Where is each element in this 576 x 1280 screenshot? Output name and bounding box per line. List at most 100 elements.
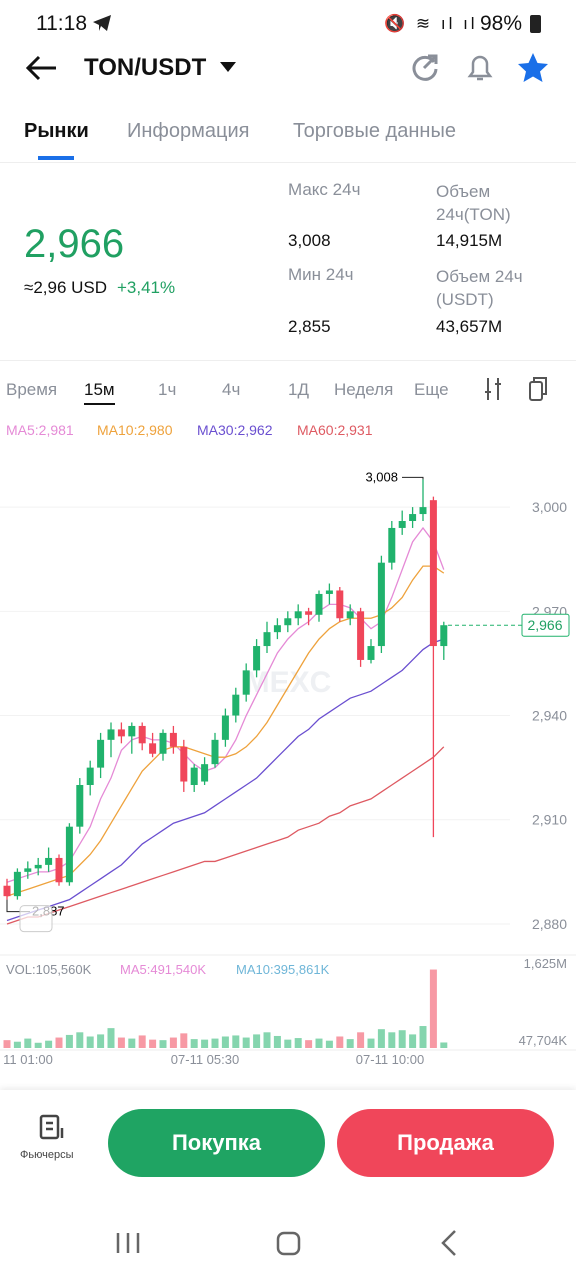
interval[interactable]: Время [6,380,58,399]
volume-bar [45,1040,53,1048]
candle-body [3,885,11,897]
interval[interactable]: 15м [84,380,115,405]
volume-tick-label: 1,625M [524,956,567,971]
volume-bar [97,1034,105,1048]
volume-bar [149,1039,157,1048]
candle-body [284,618,292,626]
stat-value: 2,855 [288,317,331,336]
ma-legend: MA30:2,962 [197,422,273,438]
volume-bar [284,1039,292,1048]
ma-legend: MA5:2,981 [6,422,74,438]
candle-body [232,694,240,716]
candle-body [440,625,448,647]
interval[interactable]: Неделя [334,380,394,399]
volume-bar [169,1037,177,1048]
status-icons: 🔇 ≋ ıl ıl [384,14,478,33]
y-tick-label: 2,880 [532,916,567,932]
volume-bar [367,1038,375,1048]
interval[interactable]: 1ч [158,380,177,399]
candle-body [419,507,427,515]
tab[interactable]: Торговые данные [293,120,456,142]
battery: 98% [480,12,523,35]
candle-body [242,670,250,695]
volume-bar [86,1036,94,1048]
volume-bar [419,1026,427,1048]
stat-label: Мин 24ч [288,265,354,284]
volume-bar [221,1036,229,1048]
volume-bar [315,1038,323,1048]
volume-bar [440,1042,448,1048]
candle-body [138,725,146,744]
interval[interactable]: 4ч [222,380,241,399]
share-icon[interactable] [410,52,440,82]
volume-bar [388,1032,396,1048]
candle-body [128,725,136,737]
volume-bar [107,1028,115,1048]
dropdown-icon[interactable] [220,62,236,74]
volume-bar [325,1040,333,1048]
interval[interactable]: 1Д [288,380,309,399]
ma-line [6,565,445,897]
interval[interactable]: Еще [414,380,449,399]
volume-bar [138,1035,146,1048]
volume-bar [398,1030,406,1048]
volume-bar [65,1034,73,1048]
candle-body [86,767,94,785]
volume-bar [3,1040,11,1048]
volume-bar [201,1039,209,1048]
volume-bar [232,1035,240,1048]
zoom-button [19,905,53,933]
divider [0,360,576,361]
usd-price: ≈2,96 USD [24,278,108,297]
volume-bar [294,1038,302,1048]
last-price: 2,966 [24,222,125,266]
sell-button[interactable]: Продажа [337,1109,554,1177]
volume-bar [429,969,437,1048]
stat-value: 3,008 [288,231,331,250]
volume-bar [336,1036,344,1048]
candle-body [211,739,219,765]
ma-legend: MA10:2,980 [97,422,173,438]
volume-bar [128,1038,136,1048]
candle-body [190,767,198,785]
candle-body [97,739,105,768]
pair-title[interactable]: TON/USDT [84,54,207,81]
ma-legend: MA60:2,931 [297,422,373,438]
volume-bar [55,1037,63,1048]
candle-body [117,729,125,737]
futures-label[interactable]: Фьючерсы [20,1149,74,1161]
buy-button[interactable]: Покупка [108,1109,325,1177]
tab[interactable]: Информация [127,120,250,142]
candle-body [221,715,229,740]
chart-tools[interactable] [484,376,554,402]
y-tick-label: 3,000 [532,499,567,515]
tab[interactable]: Рынки [24,120,89,142]
candle-body [409,514,417,521]
x-tick-label: 07-11 05:30 [171,1052,239,1067]
volume-tick-label: 47,704K [519,1033,568,1048]
volume-bar [377,1029,385,1048]
back-button[interactable] [24,54,60,82]
candle-body [346,611,354,619]
stat-label: Объем 24ч (USDT) [436,267,523,309]
x-tick-label: 07-11 10:00 [356,1052,424,1067]
bell-icon[interactable] [466,52,494,84]
volume-bar [24,1038,32,1048]
volume-legend: VOL:105,560K [6,962,92,977]
candlestick-chart: MA5:2,981 MA10:2,980 MA30:2,962 MA60:2,931 3… [0,422,576,1100]
candle-body [273,625,281,633]
clock: 11:18 [36,12,87,35]
futures-icon[interactable] [38,1114,68,1142]
last-price-label: 2,966 [527,617,562,633]
favorite-star[interactable] [516,52,550,84]
candle-body [149,743,157,754]
candle-body [13,871,21,897]
nav-bar [116,1230,456,1256]
tab-indicator [38,156,74,160]
volume-bar [409,1034,417,1048]
candle-body [159,732,167,754]
ma-line [6,746,445,925]
candle-body [107,729,115,740]
y-tick-label: 2,910 [532,812,567,828]
